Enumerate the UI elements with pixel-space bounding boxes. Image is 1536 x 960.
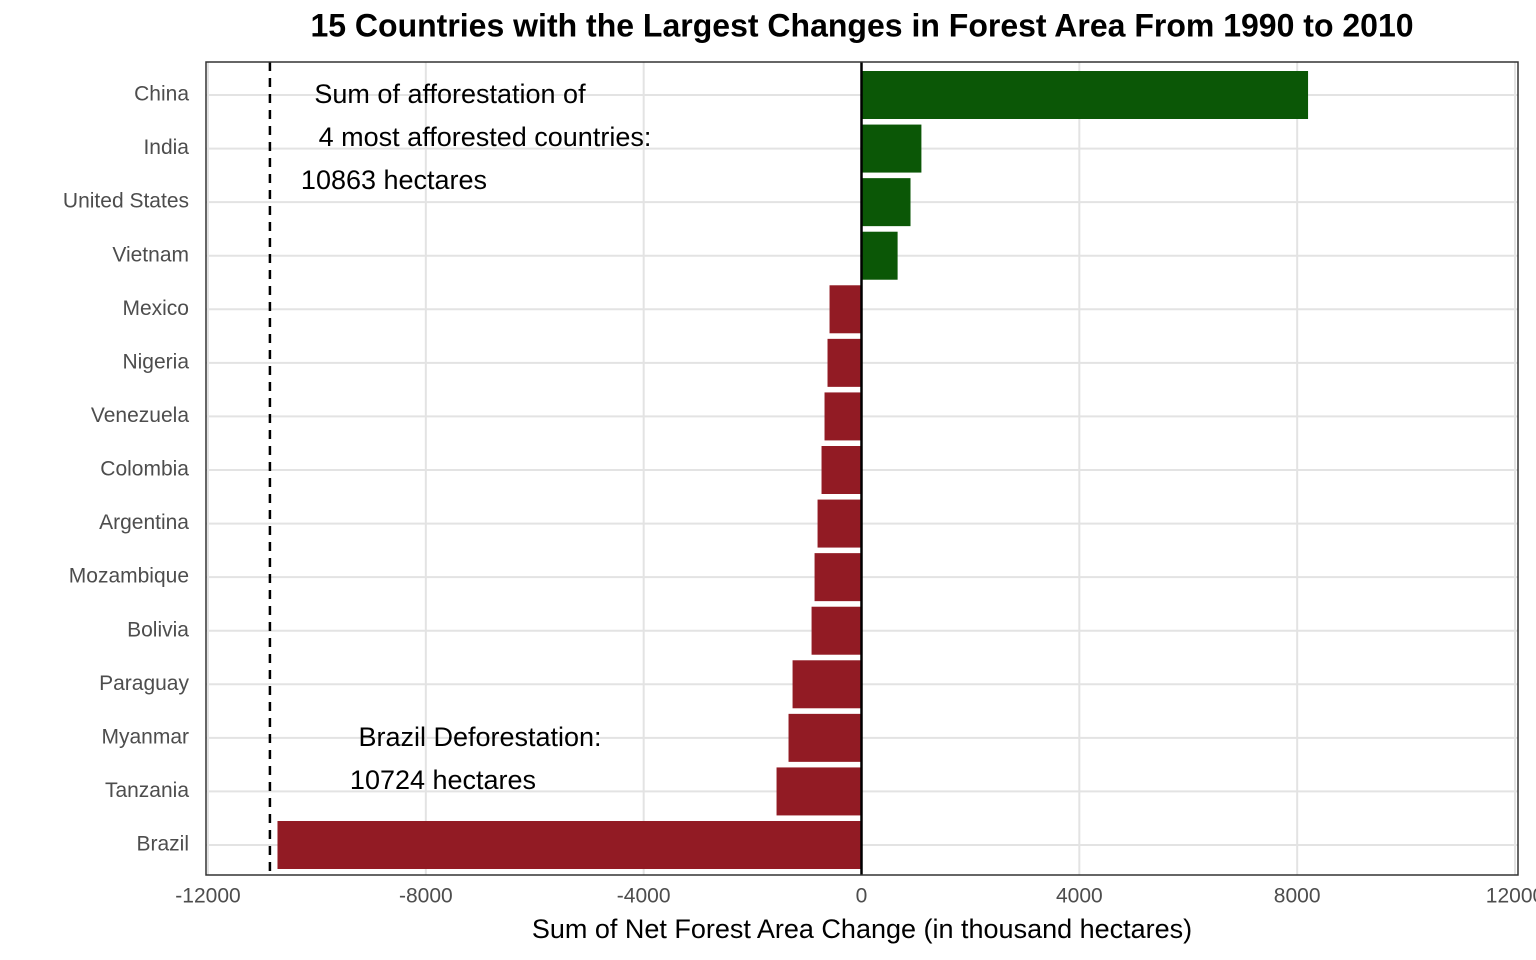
annotation: 4 most afforested countries: xyxy=(319,122,652,152)
bar xyxy=(821,446,862,494)
bar xyxy=(829,285,862,334)
bar xyxy=(861,231,898,280)
panel-border xyxy=(205,61,1519,876)
y-tick-label: Brazil xyxy=(136,833,189,856)
x-tick-label: -4000 xyxy=(617,885,671,908)
annotation: Sum of afforestation of xyxy=(314,79,586,109)
bar xyxy=(817,499,862,548)
y-tick-label: Mozambique xyxy=(69,565,189,588)
y-tick-label: India xyxy=(143,136,189,159)
y-tick-label: Colombia xyxy=(100,458,189,481)
bar xyxy=(827,338,862,387)
bar xyxy=(824,392,862,441)
y-tick-label: Vietnam xyxy=(112,243,189,266)
plot-area: -12000 -8000 -4000 0 4000 8000 12000 China India… xyxy=(63,61,1536,908)
x-axis-title: Sum of Net Forest Area Change (in thousa… xyxy=(532,914,1192,944)
y-tick-label: China xyxy=(134,83,189,106)
y-tick-label: Mexico xyxy=(122,297,189,320)
bar xyxy=(788,713,862,762)
y-tick-label: Myanmar xyxy=(101,725,189,748)
y-tick-label: Nigeria xyxy=(122,350,189,373)
annotation: Brazil Deforestation: xyxy=(358,722,601,752)
bar xyxy=(861,71,1309,119)
y-tick-label: Argentina xyxy=(99,511,189,534)
y-tick-label: Paraguay xyxy=(99,672,189,695)
bar xyxy=(811,606,862,655)
y-tick-label: Bolivia xyxy=(127,618,189,641)
bar xyxy=(277,821,862,869)
annotation: 10724 hectares xyxy=(350,765,536,795)
bar xyxy=(861,124,922,173)
y-tick-label: Venezuela xyxy=(91,404,189,427)
x-tick-label: -8000 xyxy=(399,885,453,908)
y-tick-label: Tanzania xyxy=(105,779,189,802)
bar xyxy=(792,660,862,709)
chart-title: 15 Countries with the Largest Changes in… xyxy=(310,7,1413,43)
bar xyxy=(861,178,911,227)
x-tick-label: -12000 xyxy=(175,885,240,908)
annotation: 10863 hectares xyxy=(301,165,487,195)
x-tick-label: 8000 xyxy=(1274,885,1321,908)
bar xyxy=(776,767,862,816)
x-tick-label: 12000 xyxy=(1486,885,1536,908)
x-tick-label: 4000 xyxy=(1056,885,1103,908)
x-tick-label: 0 xyxy=(856,885,868,908)
y-tick-label: United States xyxy=(63,190,189,213)
bar xyxy=(814,553,862,602)
